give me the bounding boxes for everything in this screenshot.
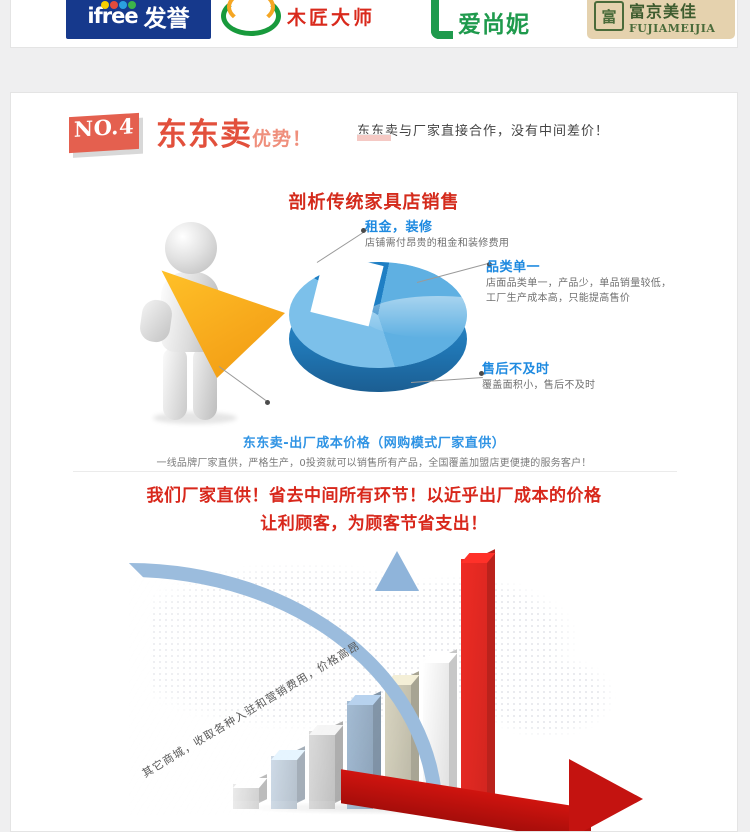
section-number-label: NO.4 — [73, 113, 135, 142]
partner-logo-row: ifree 发誉 木匠大师 AISHN 爱尚妮 富 富 — [11, 0, 737, 39]
ifree-wordmark: ifree — [87, 1, 139, 28]
section-divider — [73, 471, 677, 472]
aishn-bracket-icon — [431, 0, 453, 39]
section-subtitle: 东东卖与厂家直接合作，没有中间差价！ — [357, 124, 610, 139]
aishn-en-text: AISHN — [458, 0, 530, 4]
callout-rent: 租金，装修 店铺需付昂贵的租金和装修费用 — [365, 216, 509, 252]
callout-rent-title: 租金，装修 — [365, 220, 433, 235]
pie-footer-desc: 一线品牌厂家直供，严格生产，0投资就可以销售所有产品，全国覆盖加盟店更便捷的服务… — [156, 458, 592, 469]
section-number-badge: NO.4 — [69, 112, 139, 154]
pie-footer-block: 东东卖-出厂成本价格（网购模式厂家直供） 一线品牌厂家直供，严格生产，0投资就可… — [11, 432, 737, 469]
callout-service-title: 售后不及时 — [482, 362, 550, 377]
section-title-suffix: 优势！ — [252, 128, 313, 150]
pie-analysis-block: 剖析传统家具店销售 — [11, 188, 737, 478]
section-subtitle-block: 东东卖与厂家直接合作，没有中间差价！ — [357, 123, 699, 142]
fuji-en-text: FUJIAMEIJIA — [629, 21, 716, 35]
growth-chart-block: 其它商城，收取各种入驻和营销费用，价格高昂 — [11, 543, 737, 831]
slogan-line-2: 让利顾客，为顾客节省支出！ — [260, 513, 488, 534]
callout-category-title: 品类单一 — [486, 260, 541, 275]
pie-chart-3d — [229, 234, 469, 409]
fuji-cn-text: 富京美佳 — [629, 1, 698, 21]
aishn-cn-text: 爱尚妮 — [458, 12, 530, 38]
leader-dot-category — [487, 262, 492, 267]
woodmaster-cn-text: 木匠大师 — [287, 6, 376, 29]
subtitle-underline-bar — [357, 134, 391, 142]
partner-logo-panel: ifree 发誉 木匠大师 AISHN 爱尚妮 富 富 — [10, 0, 738, 48]
partner-logo-aishn[interactable]: AISHN 爱尚妮 — [431, 0, 581, 39]
partner-logo-woodmaster[interactable]: 木匠大师 — [221, 0, 386, 39]
callout-service: 售后不及时 覆盖面积小，售后不及时 — [482, 358, 595, 394]
partner-logo-fujiameijia[interactable]: 富 富京美佳 FUJIAMEIJIA — [587, 0, 735, 39]
pie-illustration — [131, 216, 492, 431]
forward-arrow-red-icon — [341, 759, 671, 831]
ifree-cn-text: 发誉 — [143, 6, 190, 32]
callout-category-desc: 店面品类单一，产品少，单品销量较低， 工厂生产成本高，只能提高售价 — [486, 278, 672, 304]
leader-dot-rent — [361, 228, 366, 233]
pie-section-title: 剖析传统家具店销售 — [288, 192, 460, 213]
ifree-dots-icon — [101, 1, 137, 11]
pie-footer-title: 东东卖-出厂成本价格（网购模式厂家直供） — [242, 436, 506, 451]
callout-category: 品类单一 店面品类单一，产品少，单品销量较低， 工厂生产成本高，只能提高售价 — [486, 256, 671, 306]
woodmaster-emblem-icon — [221, 0, 281, 38]
section-title-main: 东东卖 — [156, 117, 252, 153]
fuji-seal-icon: 富 — [594, 1, 624, 31]
callout-rent-desc: 店铺需付昂贵的租金和装修费用 — [365, 238, 510, 249]
bar-7 — [461, 549, 496, 809]
page-title: 东东卖优势！ — [156, 109, 312, 154]
leader-dot-footer — [265, 400, 270, 405]
callout-service-desc: 覆盖面积小，售后不及时 — [482, 380, 596, 391]
slogan-block: 我们厂家直供！省去中间所有环节！以近乎出厂成本的价格 让利顾客，为顾客节省支出！ — [11, 483, 737, 538]
main-content-panel: NO.4 东东卖优势！ 东东卖与厂家直接合作，没有中间差价！ 剖析传统家具店销售 — [10, 92, 738, 832]
slogan-line-1: 我们厂家直供！省去中间所有环节！以近乎出厂成本的价格 — [146, 486, 602, 506]
partner-logo-ifree[interactable]: ifree 发誉 — [66, 0, 211, 39]
leader-dot-service — [479, 371, 484, 376]
section-header: NO.4 东东卖优势！ 东东卖与厂家直接合作，没有中间差价！ — [11, 111, 737, 171]
